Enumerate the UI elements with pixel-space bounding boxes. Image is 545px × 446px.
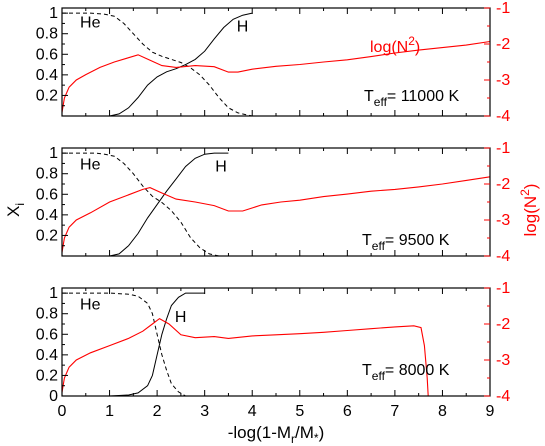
left-tick-label: 0.2	[36, 87, 58, 104]
teff-sub: eff	[374, 95, 388, 109]
xlabel: -log(1-Mr/M*)	[228, 423, 325, 446]
logn2-label-sup: 2	[408, 34, 415, 48]
he-curve	[62, 152, 220, 257]
logn2-label-close: )	[415, 39, 420, 56]
left-tick-label: 0.4	[36, 207, 58, 224]
xlabel-star: *	[314, 431, 319, 445]
right-tick-label: -2	[496, 36, 510, 53]
h-curve	[109, 152, 229, 257]
x-tick-label: 4	[248, 403, 257, 420]
teff-label: Teff= 9500 K	[362, 232, 450, 253]
he-label: He	[80, 14, 101, 31]
xlabel-tail: /M	[295, 423, 314, 442]
logn2-curve	[61, 176, 491, 253]
left-tick-label: 0.6	[36, 46, 58, 63]
h-curve	[109, 292, 205, 397]
h-label: H	[237, 18, 249, 35]
teff-sub: eff	[372, 369, 386, 383]
logn2-label-main: log(N	[370, 39, 408, 56]
left-tick-label: 0.2	[36, 227, 58, 244]
x-tick-label: 8	[438, 403, 447, 420]
left-tick-label: 0.2	[36, 367, 58, 384]
x-tick-label: 1	[105, 403, 114, 420]
he-curve	[62, 12, 253, 117]
right-tick-label: -4	[496, 108, 510, 125]
ylabel-right-sup: 2	[518, 189, 532, 196]
x-tick-label: 0	[58, 403, 67, 420]
right-tick-label: -1	[496, 0, 510, 17]
x-tick-label: 7	[390, 403, 399, 420]
xlabel-sub: r	[291, 432, 295, 446]
panel-3: 0 0.2 0.4 0.6 0.8 1 -4 -3 -2 -1 He H Teff= 8000 K 0 1 2…	[36, 280, 511, 420]
plot-frame	[61, 287, 491, 397]
teff-prefix: T	[364, 88, 374, 105]
xlabel-main: -log(1-M	[228, 423, 291, 442]
teff-label: Teff= 11000 K	[364, 88, 459, 109]
ylabel-left-sub: i	[13, 203, 27, 206]
left-tick-label: 1	[49, 145, 58, 162]
right-tick-label: -4	[496, 248, 510, 265]
logn2-curve	[61, 40, 491, 113]
panel-2: 0.2 0.4 0.6 0.8 1 -4 -3 -2 -1 He H Teff= 9500 K	[36, 140, 511, 265]
he-label: He	[80, 156, 101, 173]
ylabel-right: log(N2)	[518, 184, 540, 237]
teff-label: Teff= 8000 K	[362, 362, 450, 383]
right-tick-label: -3	[496, 212, 510, 229]
h-label: H	[215, 158, 227, 175]
he-curve	[62, 292, 186, 397]
left-tick-label: 0.6	[36, 326, 58, 343]
left-tick-label: 0.8	[36, 26, 58, 43]
left-tick-label: 0.4	[36, 67, 58, 84]
left-tick-label: 0.6	[36, 186, 58, 203]
right-tick-label: -1	[496, 280, 510, 297]
left-tick-label: 0	[49, 388, 58, 405]
right-tick-label: -3	[496, 72, 510, 89]
ylabel-left: Xi	[4, 203, 27, 217]
he-label: He	[80, 296, 101, 313]
teff-prefix: T	[362, 362, 372, 379]
x-tick-label: 3	[200, 403, 209, 420]
left-tick-label: 0.8	[36, 306, 58, 323]
ylabel-right-main: log(N	[521, 196, 540, 237]
right-tick-label: -3	[496, 352, 510, 369]
h-curve	[109, 12, 253, 117]
teff-value: = 9500 K	[385, 232, 450, 249]
ylabel-left-main: X	[4, 206, 23, 217]
right-tick-label: -2	[496, 176, 510, 193]
right-tick-label: -1	[496, 140, 510, 157]
teff-sub: eff	[372, 239, 386, 253]
teff-prefix: T	[362, 232, 372, 249]
xlabel-close: )	[319, 423, 325, 442]
logn2-curve	[61, 317, 429, 397]
ylabel-right-close: )	[521, 184, 540, 190]
teff-value: = 8000 K	[385, 362, 450, 379]
teff-value: = 11000 K	[387, 88, 460, 105]
logn2-label: log(N2)	[370, 34, 420, 56]
panel-1: 0.2 0.4 0.6 0.8 1 -4 -3 -2 -1 He H Teff= 11000 K log…	[36, 0, 511, 125]
x-tick-label: 9	[486, 403, 495, 420]
left-tick-label: 0.8	[36, 166, 58, 183]
x-tick-label: 6	[343, 403, 352, 420]
left-tick-label: 1	[49, 5, 58, 22]
right-tick-label: -4	[496, 388, 510, 405]
x-tick-label: 2	[153, 403, 162, 420]
h-label: H	[175, 309, 187, 326]
right-tick-label: -2	[496, 316, 510, 333]
left-tick-label: 1	[49, 285, 58, 302]
x-tick-label: 5	[295, 403, 304, 420]
left-tick-label: 0.4	[36, 347, 58, 364]
